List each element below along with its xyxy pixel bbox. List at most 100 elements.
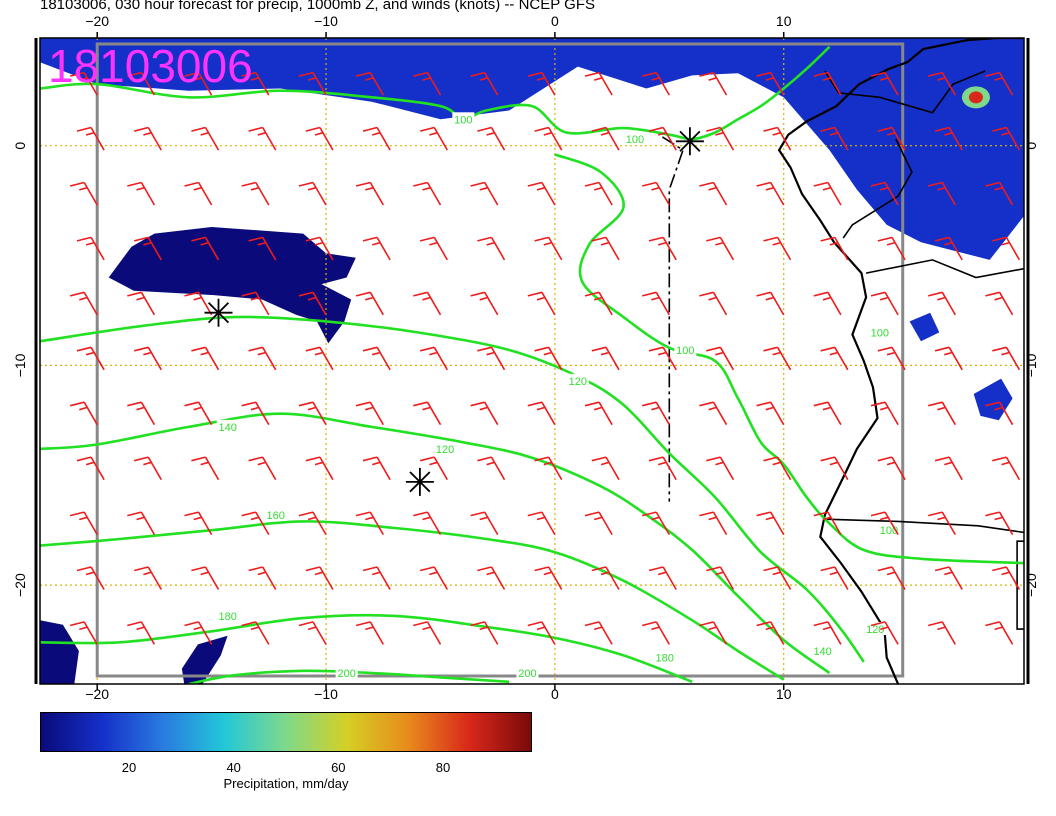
contour-100	[40, 45, 831, 141]
colorbar-title: Precipitation, mm/day	[223, 776, 349, 791]
wind-barb	[870, 71, 899, 96]
contour-label: 140	[218, 422, 236, 434]
wind-barb	[305, 126, 334, 151]
wind-barb	[184, 291, 213, 316]
wind-barb	[355, 71, 384, 96]
contour-label-bg	[566, 373, 589, 387]
wind-barb	[470, 181, 499, 206]
wind-barb	[706, 126, 735, 151]
wind-barb	[813, 181, 842, 206]
wind-barb	[699, 401, 728, 426]
wind-barb	[584, 291, 613, 316]
wind-barb	[191, 346, 220, 371]
wind-barb	[985, 71, 1014, 96]
contour-label-bg	[452, 112, 475, 126]
x-tick-label-top: 10	[776, 13, 792, 29]
wind-barb	[413, 181, 442, 206]
wind-barb	[241, 401, 270, 426]
wind-barb	[985, 621, 1014, 645]
wind-barb	[877, 346, 906, 371]
wind-barb	[470, 621, 499, 645]
country-border	[824, 70, 986, 114]
wind-barb	[992, 456, 1021, 481]
x-tick-label-top: −10	[314, 13, 338, 29]
wind-barb	[928, 291, 956, 316]
wind-barb	[248, 126, 277, 151]
wind-barb	[420, 126, 448, 151]
contour-label: 120	[866, 624, 884, 636]
contour-label: 140	[813, 646, 831, 658]
contour-label: 180	[218, 611, 236, 623]
wind-barb	[241, 71, 270, 96]
precip-area-ocean-patch	[108, 227, 356, 344]
wind-barb	[756, 181, 785, 206]
wind-barb	[355, 511, 384, 536]
wind-barb	[706, 346, 735, 371]
wind-barb	[591, 346, 620, 371]
wind-barb	[241, 621, 270, 645]
x-tick-label-bottom: 10	[776, 686, 792, 700]
wind-barb	[134, 456, 162, 481]
wind-barb	[820, 456, 849, 481]
wind-barb	[877, 456, 906, 481]
wind-barb	[934, 566, 963, 590]
wind-barb	[127, 291, 156, 316]
wind-barb	[184, 71, 213, 96]
wind-barb	[69, 621, 98, 645]
wind-barb	[413, 621, 442, 645]
precip-max	[968, 91, 983, 104]
wind-barb	[820, 236, 849, 261]
wind-barb	[648, 566, 677, 590]
wind-barb	[305, 346, 334, 371]
colorbar-tick-label: 60	[331, 760, 346, 775]
contour-label: 100	[626, 134, 644, 146]
wind-barb	[584, 511, 613, 536]
x-tick-label-bottom: −10	[314, 686, 338, 700]
wind-barb	[420, 236, 448, 261]
precip-area-southwest-patch	[40, 620, 79, 684]
wind-barb	[756, 511, 785, 536]
wind-barb	[534, 566, 563, 590]
wind-barb	[184, 621, 213, 645]
wind-barb	[820, 346, 849, 371]
wind-barb	[992, 346, 1021, 371]
wind-barb	[241, 181, 270, 206]
wind-barb	[305, 566, 334, 590]
precip-area-coastal-patch	[909, 312, 940, 342]
wind-barb	[534, 126, 563, 151]
wind-barb	[527, 401, 556, 426]
wind-barb	[870, 291, 899, 316]
wind-barb	[241, 511, 270, 536]
wind-barb	[298, 621, 327, 645]
wind-barb	[591, 566, 620, 590]
low-center-marker	[204, 298, 233, 327]
wind-barb	[870, 401, 899, 426]
wind-barb	[648, 456, 677, 481]
wind-barb	[591, 126, 620, 151]
contour-label: 200	[337, 668, 355, 680]
contour-label-bg	[264, 507, 287, 521]
wind-barb	[992, 566, 1021, 590]
wind-barb	[928, 511, 956, 536]
wind-barb	[985, 511, 1014, 536]
wind-barb	[934, 126, 963, 151]
x-tick-label-bottom: 0	[551, 686, 559, 700]
wind-barb	[134, 126, 162, 151]
precip-area-lower-patch	[181, 635, 228, 684]
wind-barb	[191, 456, 220, 481]
wind-barb	[298, 401, 327, 426]
wind-barb	[305, 456, 334, 481]
wind-barb	[134, 236, 162, 261]
wind-barb	[298, 511, 327, 536]
contour-label: 100	[454, 114, 472, 126]
wind-barb	[420, 566, 448, 590]
wind-barb	[934, 346, 963, 371]
wind-barb	[477, 566, 506, 590]
wind-barb	[648, 346, 677, 371]
wind-barb	[928, 181, 956, 206]
wind-barb	[985, 291, 1014, 316]
wind-barb	[992, 236, 1021, 261]
wind-barb	[362, 126, 391, 151]
country-border	[824, 518, 1024, 534]
wind-barb	[584, 181, 613, 206]
